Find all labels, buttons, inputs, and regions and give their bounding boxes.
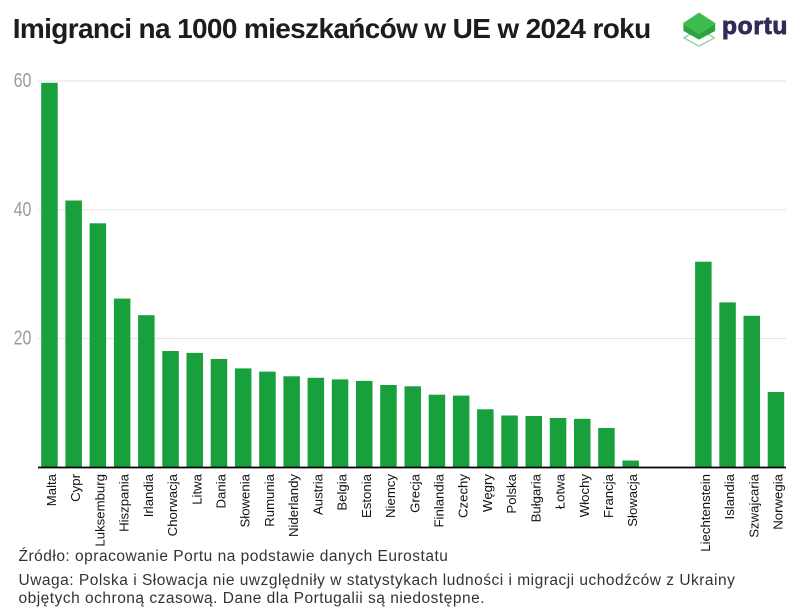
- svg-text:20: 20: [14, 327, 32, 349]
- svg-text:Austria: Austria: [310, 473, 325, 515]
- svg-text:Bułgaria: Bułgaria: [528, 473, 543, 522]
- svg-text:Niemcy: Niemcy: [383, 474, 398, 518]
- svg-text:Liechtenstein: Liechtenstein: [698, 474, 713, 552]
- svg-text:Hiszpania: Hiszpania: [117, 473, 132, 532]
- svg-text:Słowenia: Słowenia: [238, 473, 253, 527]
- svg-text:Grecja: Grecja: [407, 473, 422, 513]
- svg-text:Niderlandy: Niderlandy: [286, 474, 301, 537]
- svg-text:Włochy: Włochy: [577, 474, 592, 518]
- svg-text:Litwa: Litwa: [189, 473, 204, 504]
- svg-text:Słowacja: Słowacja: [625, 473, 640, 526]
- svg-text:Czechy: Czechy: [456, 474, 471, 518]
- svg-text:Finlandia: Finlandia: [431, 473, 446, 527]
- svg-text:Luksemburg: Luksemburg: [92, 474, 107, 547]
- svg-text:Węgry: Węgry: [480, 474, 495, 513]
- svg-text:Łotwa: Łotwa: [553, 473, 568, 509]
- svg-text:Szwajcaria: Szwajcaria: [746, 473, 761, 537]
- svg-text:Belgia: Belgia: [335, 473, 350, 510]
- svg-text:40: 40: [14, 198, 32, 220]
- svg-text:Cypr: Cypr: [68, 473, 83, 501]
- svg-text:Islandia: Islandia: [722, 473, 737, 519]
- svg-text:Dania: Dania: [213, 473, 228, 508]
- svg-text:60: 60: [14, 69, 32, 91]
- svg-text:Polska: Polska: [504, 473, 519, 513]
- svg-text:Chorwacja: Chorwacja: [165, 473, 180, 536]
- svg-text:Estonia: Estonia: [359, 473, 374, 518]
- svg-text:Norwegia: Norwegia: [770, 473, 785, 529]
- svg-text:Malta: Malta: [44, 473, 59, 506]
- svg-text:Francja: Francja: [601, 473, 616, 518]
- svg-text:Rumunia: Rumunia: [262, 473, 277, 526]
- svg-text:portu: portu: [722, 13, 788, 40]
- svg-text:Irlandia: Irlandia: [141, 473, 156, 517]
